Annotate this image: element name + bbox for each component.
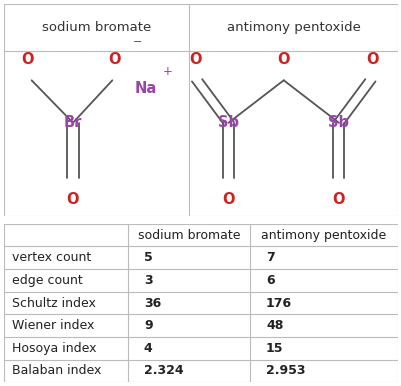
Text: O: O	[67, 192, 79, 207]
Text: Sb: Sb	[217, 115, 239, 130]
Text: O: O	[222, 192, 234, 207]
Text: 6: 6	[265, 274, 274, 287]
Text: O: O	[365, 52, 378, 66]
Text: edge count: edge count	[12, 274, 83, 287]
Text: 4: 4	[144, 342, 152, 355]
Text: antimony pentoxide: antimony pentoxide	[261, 229, 386, 242]
Text: O: O	[277, 52, 289, 66]
Text: 36: 36	[144, 296, 161, 310]
Text: 2.324: 2.324	[144, 364, 183, 378]
Text: 15: 15	[265, 342, 283, 355]
Text: 176: 176	[265, 296, 292, 310]
Text: vertex count: vertex count	[12, 251, 91, 264]
Text: Hosoya index: Hosoya index	[12, 342, 96, 355]
Text: O: O	[332, 192, 344, 207]
Text: O: O	[188, 52, 201, 66]
Text: +: +	[162, 65, 172, 78]
Text: sodium bromate: sodium bromate	[42, 21, 151, 34]
Text: 2.953: 2.953	[265, 364, 305, 378]
Text: Na: Na	[134, 81, 156, 96]
Text: antimony pentoxide: antimony pentoxide	[226, 21, 360, 34]
Text: O: O	[21, 52, 34, 66]
Text: 5: 5	[144, 251, 152, 264]
Text: Schultz index: Schultz index	[12, 296, 95, 310]
Text: 48: 48	[265, 319, 283, 332]
Text: 3: 3	[144, 274, 152, 287]
Text: O: O	[108, 52, 120, 66]
Text: Wiener index: Wiener index	[12, 319, 94, 332]
Text: sodium bromate: sodium bromate	[138, 229, 240, 242]
Text: Balaban index: Balaban index	[12, 364, 101, 378]
Text: 7: 7	[265, 251, 274, 264]
Text: 9: 9	[144, 319, 152, 332]
Text: −: −	[133, 37, 142, 47]
Text: Br: Br	[64, 115, 82, 130]
Text: Sb: Sb	[328, 115, 348, 130]
